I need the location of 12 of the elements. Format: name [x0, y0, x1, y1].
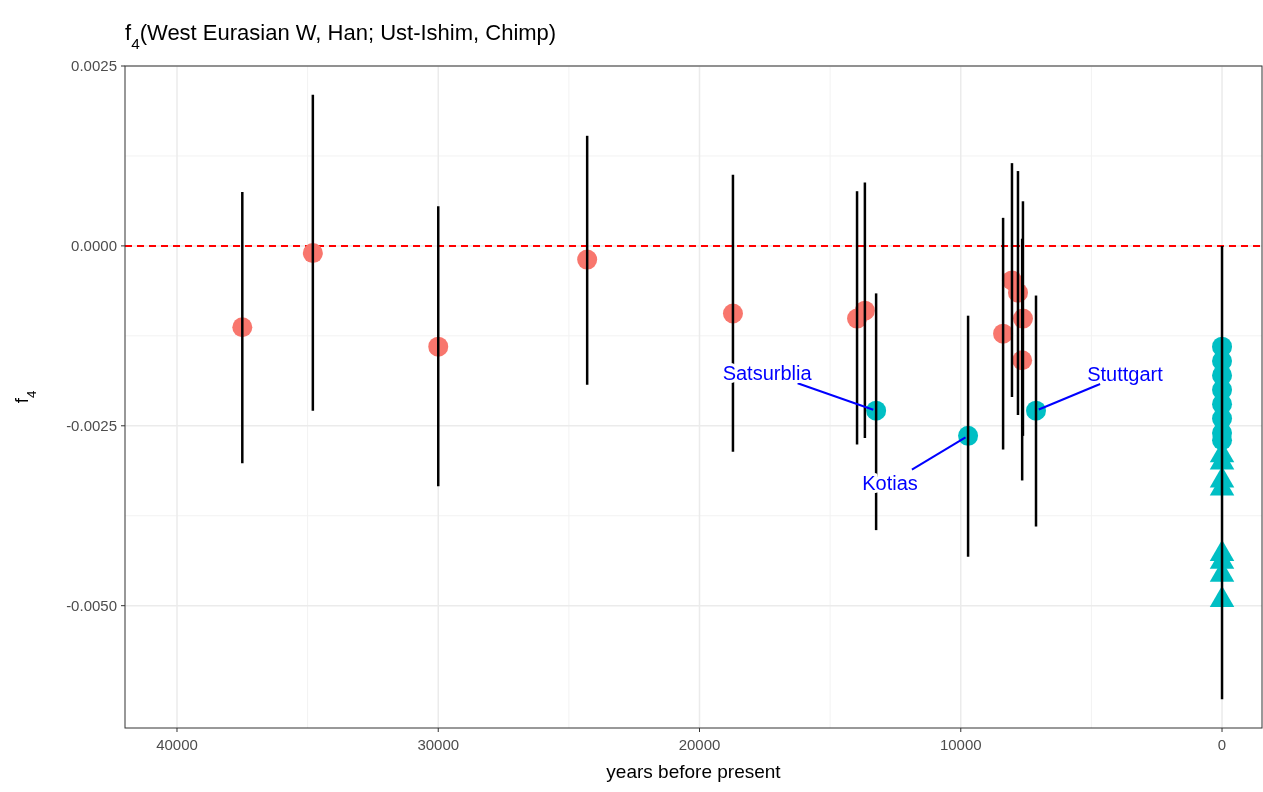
chart-title: f$_{4}$(West Eurasian W, Han; Ust-Ishim, Chimp): [125, 20, 557, 52]
annotation: Stuttgart: [1087, 362, 1164, 385]
y-tick-label: -0.0025: [66, 417, 117, 435]
x-tick-label: 10000: [939, 736, 982, 753]
y-tick-label: -0.0050: [66, 596, 117, 614]
x-axis-title: years before present: [606, 761, 782, 782]
y-tick-label: 0.0025: [71, 57, 117, 75]
x-tick-label: 20000: [678, 736, 721, 753]
y-tick-label: 0.0000: [71, 237, 117, 255]
x-tick-label: 30000: [417, 736, 460, 753]
x-tick-label: 40000: [156, 736, 198, 753]
x-tick-label: 0: [1217, 736, 1227, 753]
